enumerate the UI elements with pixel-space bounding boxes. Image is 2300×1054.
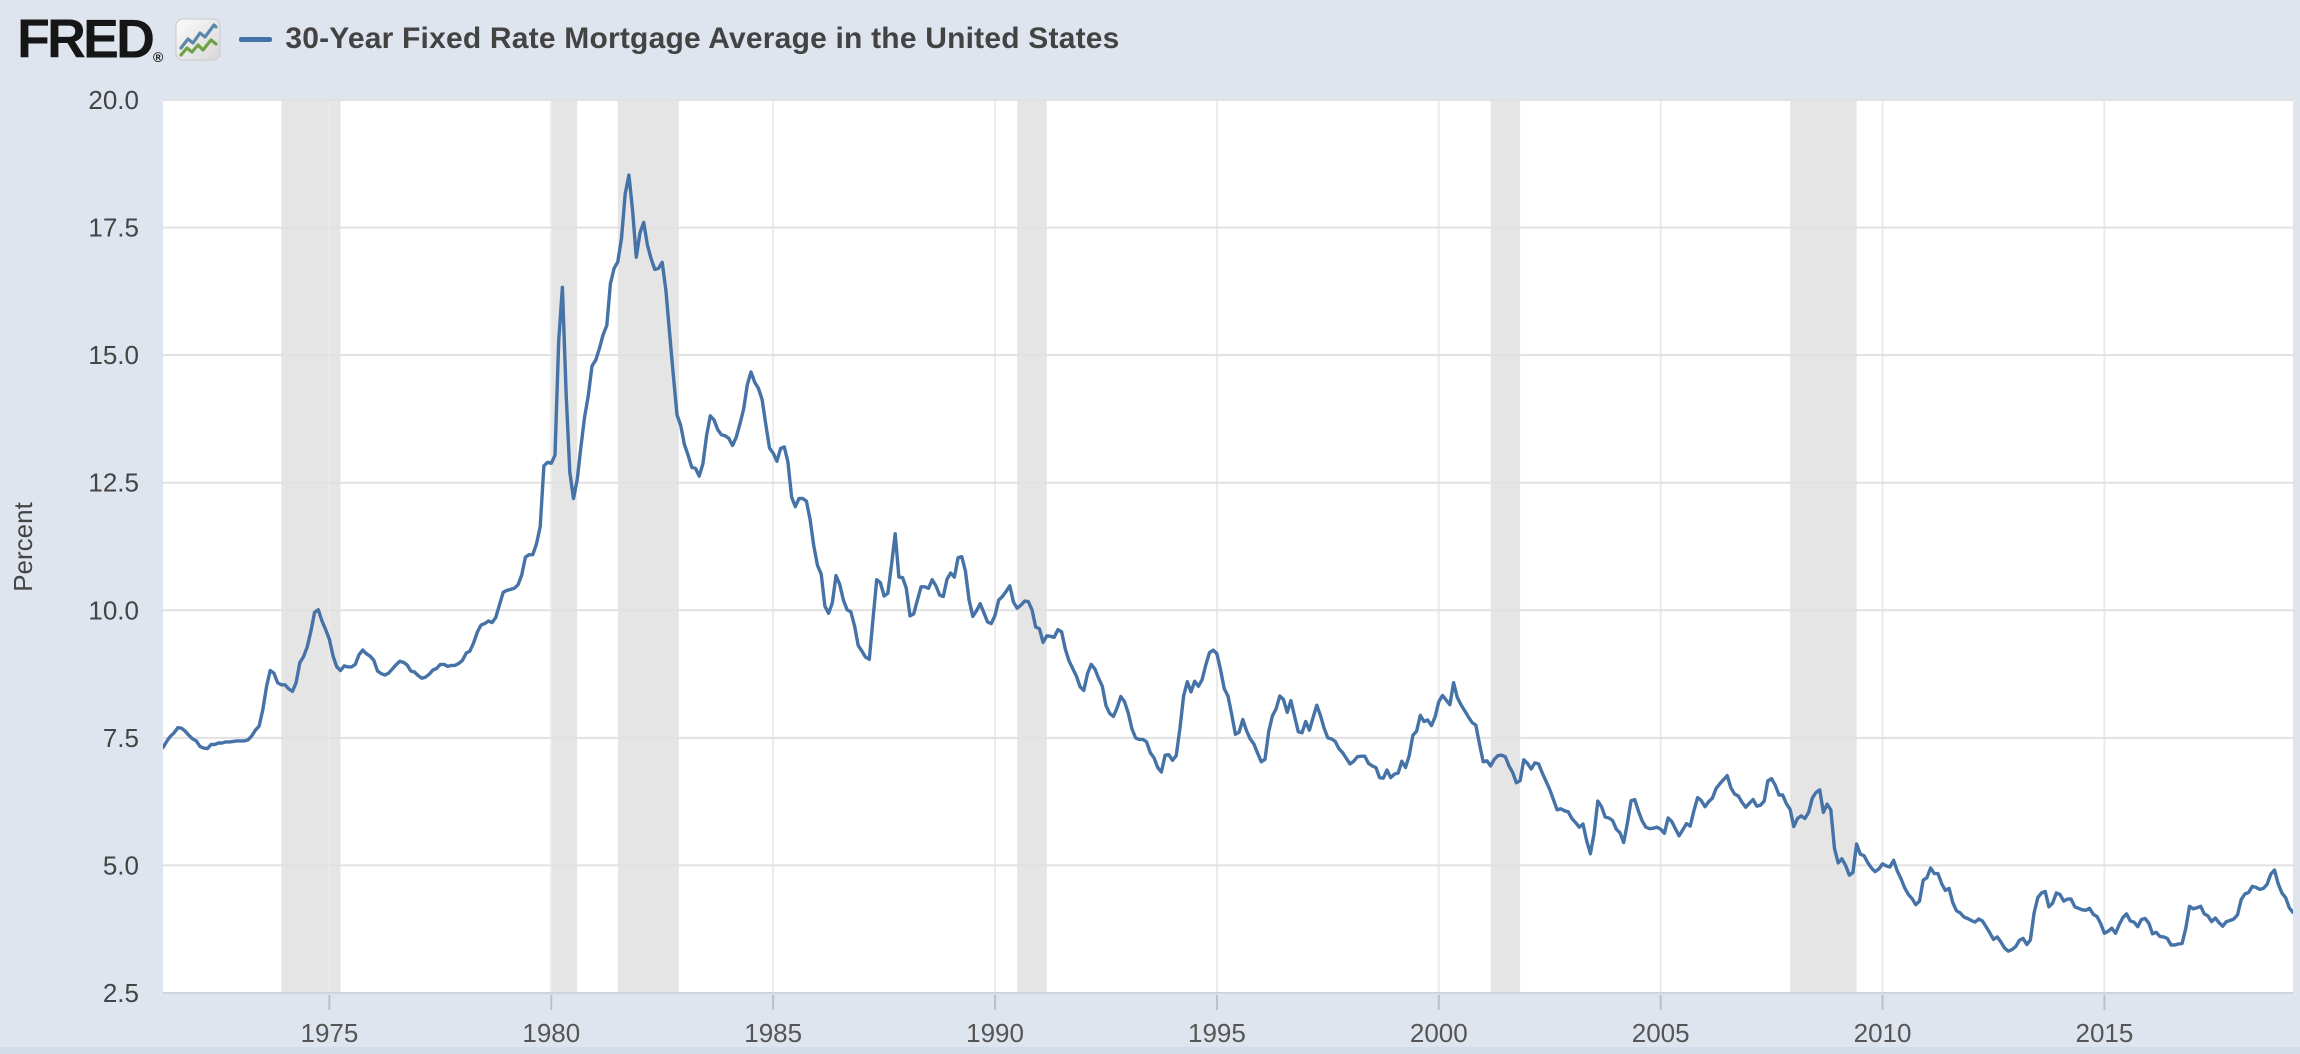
y-tick-label: 7.5 (103, 723, 139, 753)
x-axis-ticks: 1975 1980 1985 1990 1995 2000 2005 2010 2015 (300, 995, 2133, 1048)
y-axis-labels: 2.5 5.0 7.5 10.0 12.5 15.0 17.5 20.0 (88, 85, 139, 1008)
x-tick-label: 2015 (2075, 1018, 2133, 1048)
fred-logo[interactable]: FRED ® (17, 8, 164, 70)
y-tick-label: 5.0 (103, 850, 139, 880)
fred-chart-icon (175, 18, 221, 60)
header: FRED ® 30-Year Fixed Rate Mortgage Avera… (0, 0, 2300, 78)
registered-trademark: ® (153, 49, 164, 65)
fred-wordmark: FRED (17, 8, 155, 70)
recession-band (1790, 100, 1857, 993)
plot-area[interactable] (163, 100, 2293, 993)
x-tick-label: 1975 (300, 1018, 358, 1048)
y-tick-label: 17.5 (88, 213, 139, 243)
recession-bands (281, 100, 1857, 993)
y-axis-title: Percent (8, 501, 38, 591)
y-tick-label: 12.5 (88, 468, 139, 498)
recession-band (1017, 100, 1047, 993)
x-tick-label: 2005 (1632, 1018, 1690, 1048)
legend-line-swatch (239, 36, 273, 42)
x-tick-label: 2000 (1410, 1018, 1468, 1048)
recession-band (1490, 100, 1521, 993)
series-title: 30-Year Fixed Rate Mortgage Average in t… (285, 22, 1120, 55)
recession-band (551, 100, 578, 993)
y-tick-label: 20.0 (88, 85, 139, 115)
y-tick-label: 15.0 (88, 340, 139, 370)
x-gridlines (328, 100, 2106, 993)
y-tick-label: 2.5 (103, 978, 139, 1008)
recession-band (617, 100, 679, 993)
y-tick-label: 10.0 (88, 595, 139, 625)
x-tick-label: 1985 (744, 1018, 802, 1048)
x-tick-label: 1995 (1188, 1018, 1246, 1048)
recession-band (281, 100, 341, 993)
mortgage-rate-series-line (163, 173, 2293, 953)
x-tick-label: 2010 (1854, 1018, 1912, 1048)
bottom-edge-strip (0, 1047, 2300, 1054)
x-tick-label: 1980 (522, 1018, 580, 1048)
x-tick-label: 1990 (966, 1018, 1024, 1048)
